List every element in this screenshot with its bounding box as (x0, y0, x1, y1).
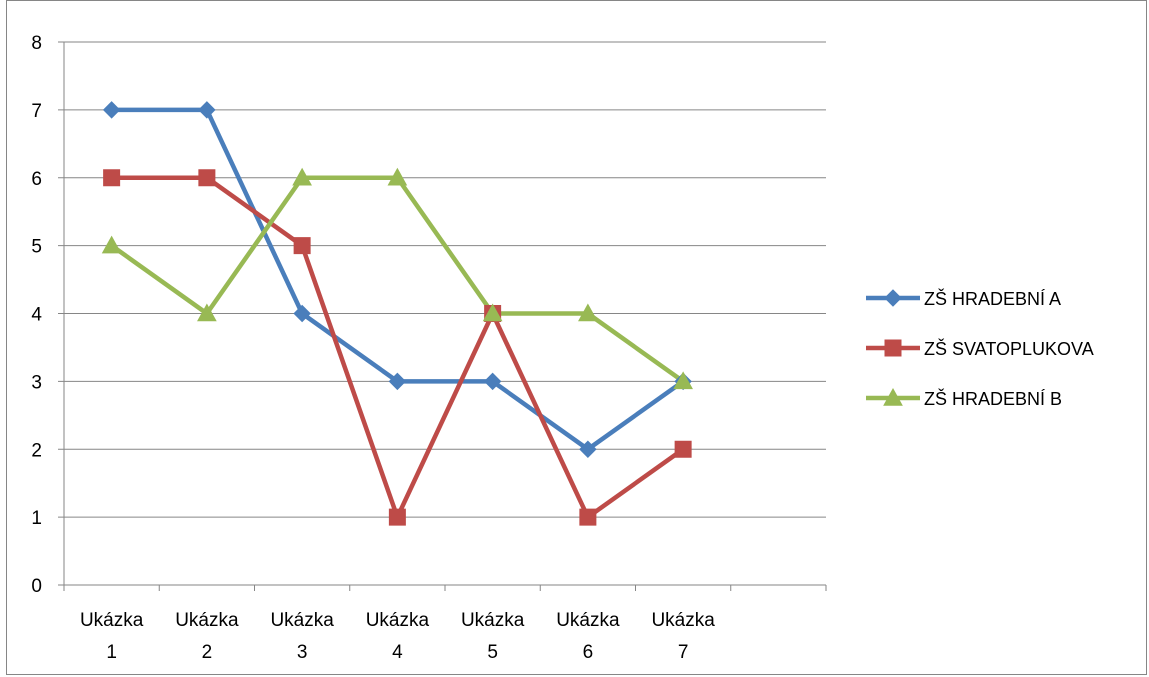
data-point (673, 371, 693, 390)
legend-entry: ZŠ SVATOPLUKOVA (924, 338, 1094, 359)
data-point (482, 303, 503, 322)
x-tick-label: Ukázka (651, 610, 715, 631)
x-tick-label: 2 (202, 642, 213, 663)
x-tick-label: 1 (106, 642, 117, 663)
data-point (578, 303, 598, 322)
x-tick-label: 3 (297, 642, 308, 663)
x-tick-label: 5 (487, 642, 498, 663)
x-tick-label: 7 (678, 642, 689, 663)
data-point (579, 440, 597, 458)
gridlines (64, 41, 826, 518)
y-tick-label: 2 (31, 440, 42, 461)
series-line (109, 175, 686, 384)
series-markers (101, 101, 693, 526)
x-tick-label: Ukázka (461, 610, 525, 631)
legend-entry: ZŠ HRADEBNÍ A (924, 288, 1061, 309)
y-tick-label: 6 (31, 169, 42, 190)
y-tick-label: 5 (31, 237, 42, 258)
data-point (102, 101, 121, 119)
axes: 0 1 2 3 4 5 6 7 8 Ukázka 1 Ukázka 2 Ukázka 3 Ukázka 4 Uká… (31, 33, 827, 663)
series-line (109, 175, 686, 520)
y-tick-label: 8 (31, 33, 42, 54)
x-tick-label: Ukázka (175, 610, 239, 631)
data-point (579, 508, 597, 526)
y-tick-label: 4 (31, 305, 42, 326)
data-point (387, 167, 408, 186)
y-tick-label: 0 (31, 576, 42, 597)
x-tick-label: 4 (392, 642, 403, 663)
y-tick-label: 1 (31, 508, 42, 529)
y-tick-label: 3 (31, 372, 42, 393)
data-point (101, 235, 122, 254)
legend-marker (884, 339, 902, 357)
data-point (674, 440, 692, 458)
x-tick-label: 6 (583, 642, 594, 663)
x-tick-label: Ukázka (270, 610, 334, 631)
data-point (388, 372, 407, 391)
data-point (388, 508, 406, 526)
series-line (109, 107, 686, 452)
data-point (198, 169, 216, 187)
legend-entry: ZŠ HRADEBNÍ B (924, 388, 1062, 409)
data-point (103, 169, 121, 187)
data-point (483, 372, 502, 391)
y-tick-label: 7 (31, 101, 42, 122)
chart-area (6, 0, 1147, 675)
data-point (197, 303, 217, 322)
data-point (293, 304, 311, 323)
x-tick-label: Ukázka (80, 610, 144, 631)
data-point (292, 167, 312, 186)
legend: ZŠ HRADEBNÍ A ZŠ SVATOPLUKOVA ZŠ HRADEBNÍ … (866, 288, 1094, 409)
legend-marker (883, 387, 903, 406)
legend-marker (884, 289, 902, 307)
data-point (293, 237, 311, 255)
x-tick-label: Ukázka (556, 610, 620, 631)
data-point (198, 101, 216, 119)
x-tick-label: Ukázka (366, 610, 430, 631)
